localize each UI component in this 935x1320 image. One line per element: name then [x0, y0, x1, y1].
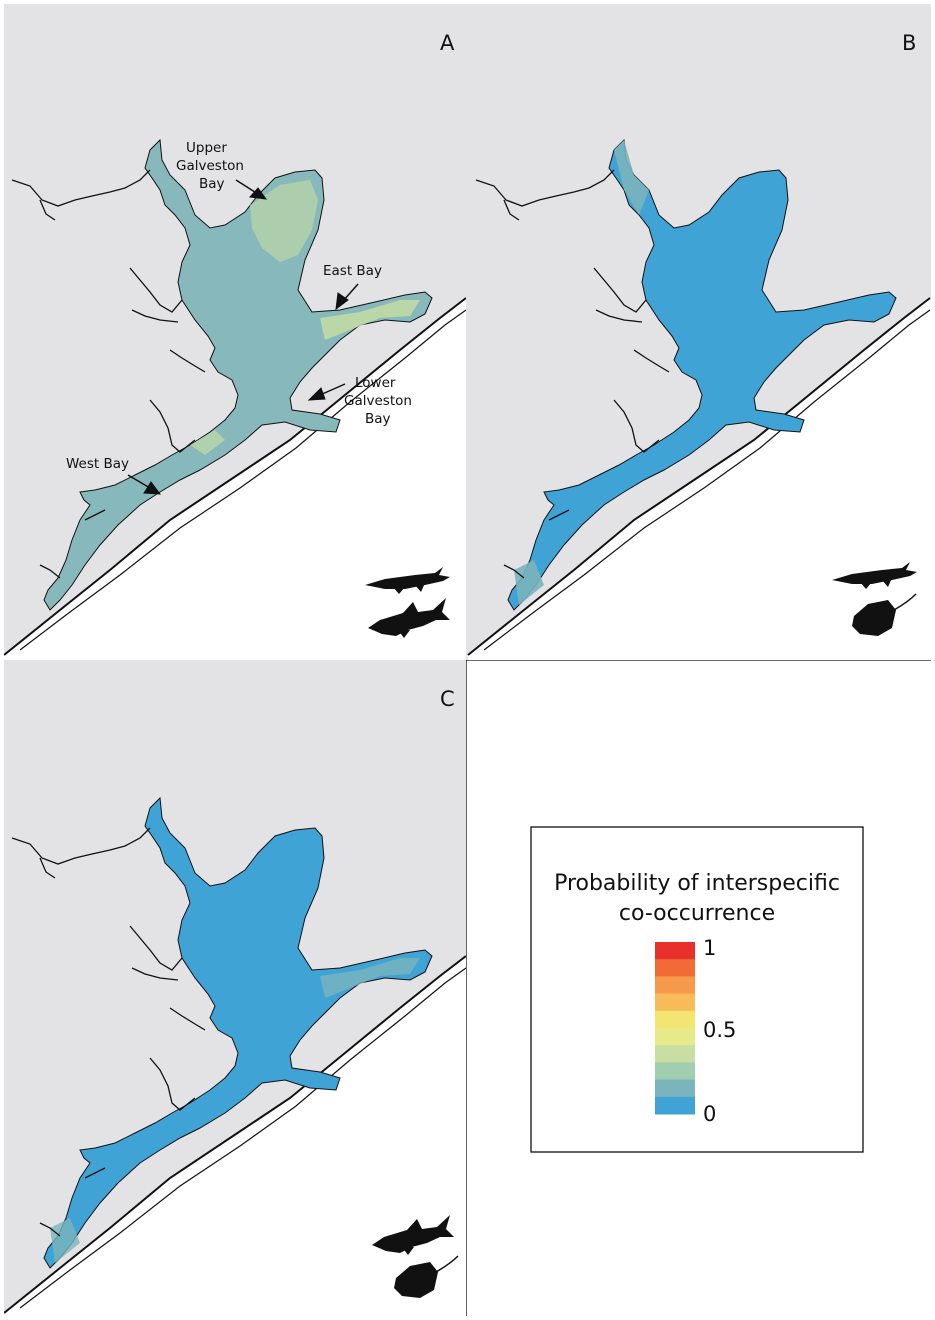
legend-tick-min: 0	[703, 1102, 716, 1126]
legend-swatch	[655, 1028, 695, 1046]
arrow-east-bay	[335, 283, 359, 311]
map-panel-c: C	[4, 660, 466, 1316]
panel-letter-c: C	[440, 687, 455, 711]
stingray-icon	[852, 593, 917, 636]
legend-swatch	[655, 1010, 695, 1029]
legend: Probability of interspecific co-occurren…	[530, 826, 864, 1153]
arrow-lower-galveston	[307, 383, 346, 401]
legend-tick-mid: 0.5	[703, 1018, 736, 1042]
legend-swatch	[655, 1062, 695, 1081]
label-upper-galveston-3: Bay	[199, 176, 225, 192]
legend-swatch	[655, 942, 695, 960]
legend-swatch	[655, 993, 695, 1012]
label-lower-galveston-3: Bay	[365, 411, 391, 427]
legend-swatch	[655, 959, 695, 977]
legend-swatch	[655, 1079, 695, 1098]
arrow-west-bay	[127, 474, 162, 495]
arrow-upper-galveston	[235, 179, 268, 200]
legend-color-ramp	[655, 942, 695, 1115]
alligator-gar-icon	[832, 562, 917, 589]
panel-letter-a: A	[440, 31, 455, 55]
bull-shark-icon	[372, 1215, 454, 1255]
map-panel-a: A Upper Galveston Bay East Bay Lower Gal…	[4, 4, 466, 660]
legend-title-line2: co-occurrence	[619, 901, 775, 926]
label-west-bay: West Bay	[66, 456, 129, 472]
label-lower-galveston-2: Galveston	[344, 393, 412, 409]
bull-shark-icon	[368, 598, 450, 638]
panel-letter-b: B	[902, 31, 916, 55]
legend-title-line1: Probability of interspecific	[554, 871, 840, 896]
alligator-gar-icon	[365, 567, 450, 594]
legend-tick-max: 1	[703, 936, 716, 960]
label-upper-galveston-2: Galveston	[176, 158, 244, 174]
map-panel-b: B	[466, 4, 931, 660]
stingray-icon	[394, 1255, 459, 1298]
label-east-bay: East Bay	[323, 263, 382, 279]
legend-swatch	[655, 1096, 695, 1115]
legend-swatch	[655, 1045, 695, 1063]
label-lower-galveston-1: Lower	[355, 375, 396, 391]
legend-box	[530, 826, 864, 1153]
legend-swatch	[655, 976, 695, 995]
label-upper-galveston-1: Upper	[186, 140, 227, 156]
